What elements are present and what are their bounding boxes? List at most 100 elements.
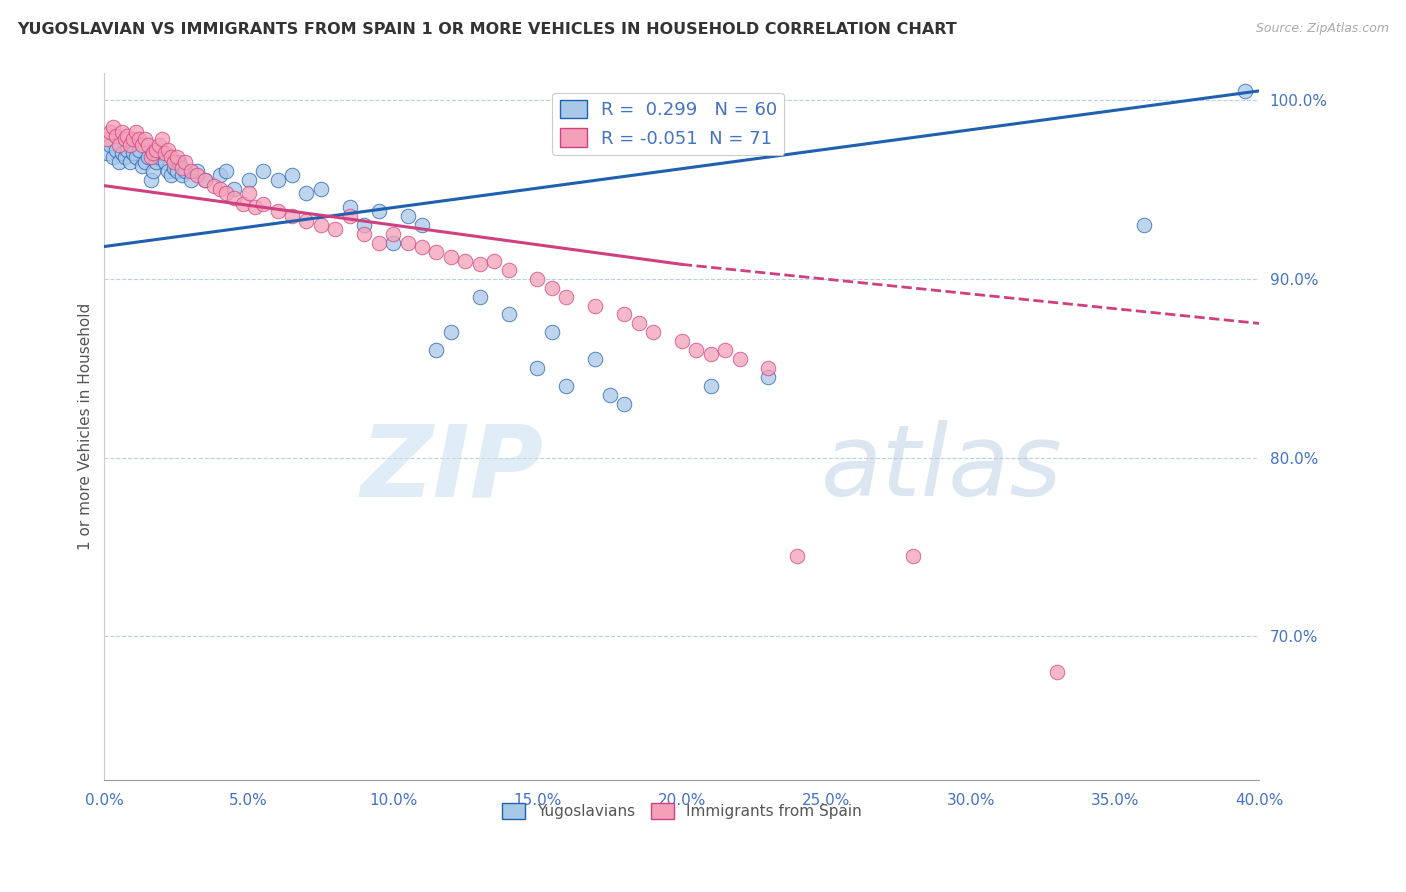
Point	[166, 150, 188, 164]
Point	[454, 253, 477, 268]
Point	[172, 168, 194, 182]
Point	[1133, 218, 1156, 232]
Point	[156, 143, 179, 157]
Point	[214, 164, 236, 178]
Point	[238, 186, 260, 200]
Point	[440, 250, 463, 264]
Point	[134, 155, 156, 169]
Point	[325, 221, 347, 235]
Point	[159, 168, 181, 182]
Point	[174, 155, 197, 169]
Point	[425, 244, 447, 259]
Point	[166, 164, 188, 178]
Text: Source: ZipAtlas.com: Source: ZipAtlas.com	[1256, 22, 1389, 36]
Point	[232, 196, 254, 211]
Point	[758, 370, 780, 384]
Point	[339, 209, 361, 223]
Point	[150, 146, 173, 161]
Point	[758, 361, 780, 376]
Point	[111, 125, 134, 139]
Point	[156, 164, 179, 178]
Point	[120, 137, 142, 152]
Point	[699, 379, 721, 393]
Text: YUGOSLAVIAN VS IMMIGRANTS FROM SPAIN 1 OR MORE VEHICLES IN HOUSEHOLD CORRELATION: YUGOSLAVIAN VS IMMIGRANTS FROM SPAIN 1 O…	[17, 22, 956, 37]
Point	[194, 173, 217, 187]
Point	[139, 150, 162, 164]
Point	[627, 317, 650, 331]
Point	[128, 143, 150, 157]
Point	[120, 155, 142, 169]
Point	[108, 155, 131, 169]
Point	[382, 235, 405, 250]
Point	[411, 239, 433, 253]
Point	[148, 137, 170, 152]
Text: atlas: atlas	[821, 420, 1062, 517]
Point	[440, 326, 463, 340]
Point	[1046, 665, 1069, 680]
Point	[134, 132, 156, 146]
Point	[526, 271, 548, 285]
Point	[498, 262, 520, 277]
Point	[194, 173, 217, 187]
Point	[125, 150, 148, 164]
Legend: Yugoslavians, Immigrants from Spain: Yugoslavians, Immigrants from Spain	[496, 797, 868, 825]
Point	[117, 143, 139, 157]
Point	[714, 343, 737, 358]
Point	[224, 191, 246, 205]
Point	[208, 182, 231, 196]
Point	[96, 146, 118, 161]
Point	[599, 388, 621, 402]
Point	[252, 164, 274, 178]
Point	[555, 379, 578, 393]
Point	[104, 143, 127, 157]
Point	[111, 146, 134, 161]
Point	[172, 161, 194, 175]
Point	[396, 235, 419, 250]
Point	[214, 186, 236, 200]
Point	[96, 132, 118, 146]
Point	[786, 549, 808, 563]
Point	[613, 308, 636, 322]
Point	[139, 173, 162, 187]
Point	[163, 161, 186, 175]
Point	[180, 164, 202, 178]
Point	[295, 214, 318, 228]
Point	[153, 155, 176, 169]
Point	[281, 168, 304, 182]
Point	[131, 137, 153, 152]
Point	[353, 227, 375, 241]
Point	[252, 196, 274, 211]
Point	[125, 125, 148, 139]
Point	[108, 137, 131, 152]
Point	[153, 146, 176, 161]
Point	[482, 253, 505, 268]
Point	[541, 326, 564, 340]
Point	[613, 397, 636, 411]
Point	[122, 146, 145, 161]
Point	[309, 182, 332, 196]
Point	[163, 155, 186, 169]
Point	[243, 200, 266, 214]
Point	[685, 343, 707, 358]
Point	[114, 132, 136, 146]
Point	[583, 299, 606, 313]
Point	[281, 209, 304, 223]
Point	[555, 290, 578, 304]
Point	[186, 168, 208, 182]
Point	[641, 326, 664, 340]
Point	[136, 137, 159, 152]
Point	[180, 173, 202, 187]
Point	[541, 280, 564, 294]
Point	[169, 155, 191, 169]
Point	[145, 155, 167, 169]
Point	[671, 334, 693, 349]
Point	[101, 120, 124, 134]
Point	[266, 203, 288, 218]
Point	[98, 125, 121, 139]
Y-axis label: 1 or more Vehicles in Household: 1 or more Vehicles in Household	[79, 302, 93, 549]
Point	[131, 159, 153, 173]
Point	[224, 182, 246, 196]
Point	[699, 347, 721, 361]
Point	[150, 132, 173, 146]
Point	[104, 128, 127, 143]
